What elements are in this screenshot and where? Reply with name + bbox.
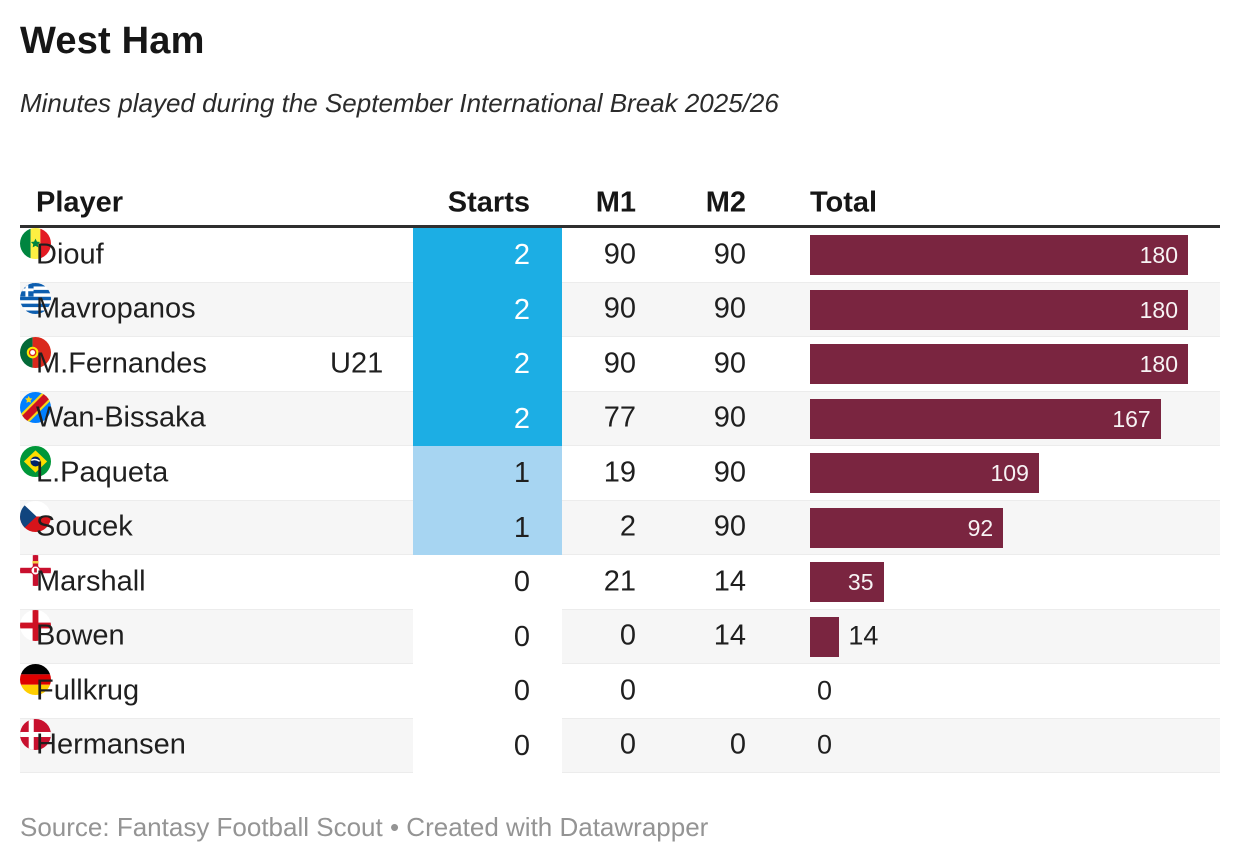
source-credit: Source: Fantasy Football Scout • Created… [20,812,709,842]
player-name: Marshall [36,565,146,598]
starts-cell: 1 [413,500,562,555]
m2-cell: 90 [713,456,746,489]
table-row: Marshall 0 21 14 35 [20,555,1220,610]
m1-cell: 0 [619,728,636,761]
m1-cell: 90 [603,347,636,380]
total-label-outside: 14 [848,620,879,651]
germany-flag [20,664,51,695]
column-header-player: Player [36,186,124,218]
player-name: Diouf [36,238,104,271]
starts-cell: 1 [413,446,562,501]
player-name: Soucek [36,510,133,543]
m2-cell: 90 [713,238,746,271]
total-bar-label: 92 [967,514,994,541]
table-header-row: Player Starts M1 M2 Total [20,180,1220,228]
starts-cell: 0 [413,609,562,664]
total-label-outside: 0 [817,675,833,706]
total-bar: 109 [810,453,1039,493]
total-bar-label [810,617,839,657]
player-name: Wan-Bissaka [36,401,206,434]
m1-cell: 0 [619,674,636,707]
player-name: M.Fernandes [36,347,207,380]
total-bar: 35 [810,562,884,602]
m1-cell: 21 [603,565,636,598]
table-row: Diouf 2 90 90 180 [20,228,1220,283]
m1-cell: 90 [603,238,636,271]
starts-cell: 0 [413,555,562,610]
player-name: Fullkrug [36,674,140,707]
m2-cell: 90 [713,347,746,380]
table-row: M.Fernandes U21 2 90 90 180 [20,337,1220,392]
player-name: Mavropanos [36,292,196,325]
total-bar: 92 [810,507,1004,548]
m1-cell: 90 [603,292,636,325]
column-header-total: Total [810,186,878,218]
table-row: Soucek 1 2 90 92 [20,500,1220,555]
starts-cell: 0 [413,718,562,773]
total-bar-label: 180 [1139,351,1178,377]
player-name: Hermansen [36,728,186,761]
starts-cell: 2 [413,228,562,283]
starts-cell: 2 [413,337,562,392]
dr-congo-flag [20,391,51,423]
table-row: Wan-Bissaka 2 77 90 167 [20,391,1220,446]
portugal-flag [20,337,51,368]
table-row: Fullkrug 0 0 0 [20,664,1220,719]
brazil-flag [20,446,51,477]
m1-cell: 77 [603,401,636,434]
table-row: L.Paqueta 1 19 90 109 [20,446,1220,501]
m2-cell: 0 [729,728,746,761]
total-bar: 180 [810,344,1188,384]
total-bar: 167 [810,398,1161,439]
senegal-flag [20,228,51,259]
column-header-m1: M1 [595,186,636,218]
total-bar-label: 180 [1139,296,1178,323]
m1-cell: 0 [619,619,636,652]
u21-badge: U21 [330,347,384,380]
england-flag [20,609,51,641]
table-row: Bowen 0 0 14 14 [20,609,1220,664]
total-bar-label: 180 [1139,242,1178,268]
starts-cell: 2 [413,282,562,337]
total-bar: 180 [810,235,1188,275]
chart-title: West Ham [20,20,205,62]
starts-cell: 2 [413,391,562,446]
table-row: Hermansen 0 0 0 0 [20,718,1220,773]
starts-cell: 0 [413,664,562,719]
total-bar [810,616,840,657]
m1-cell: 2 [619,510,636,543]
m2-cell: 90 [713,292,746,325]
table-body: Diouf 2 90 90 180 Mavropanos 2 90 90 180… [20,228,1220,773]
m2-cell: 90 [713,510,746,543]
column-header-starts: Starts [447,186,530,218]
total-bar-label: 167 [1112,405,1151,432]
column-header-m2: M2 [705,186,746,218]
total-bar-label: 35 [847,569,874,595]
northern-ireland-flag [20,555,51,586]
m1-cell: 19 [603,456,636,489]
greece-flag [20,282,51,314]
total-bar-label: 109 [990,460,1029,486]
table-row: Mavropanos 2 90 90 180 [20,282,1220,337]
total-label-outside: 0 [817,729,833,760]
player-name: L.Paqueta [36,456,169,489]
m2-cell: 14 [713,619,746,652]
total-bar: 180 [810,289,1188,330]
m2-cell: 90 [713,401,746,434]
chart-subtitle: Minutes played during the September Inte… [20,88,779,118]
m2-cell: 14 [713,565,746,598]
denmark-flag [20,718,51,750]
minutes-table: Player Starts M1 M2 Total Diouf 2 90 90 … [20,180,1220,773]
player-name: Bowen [36,619,125,652]
czech-republic-flag [20,500,51,532]
